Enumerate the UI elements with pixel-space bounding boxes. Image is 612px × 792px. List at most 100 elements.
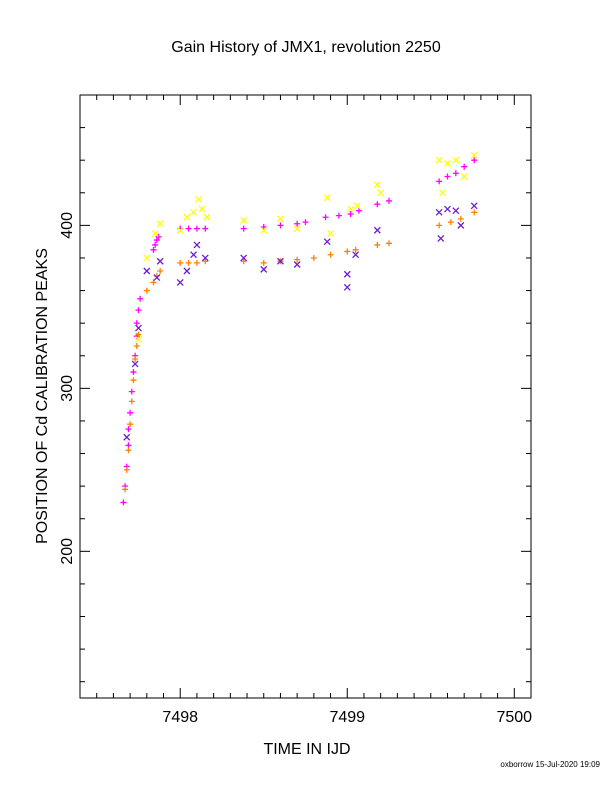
- data-point-series-4: [452, 207, 460, 215]
- data-point-series-4: [201, 254, 209, 262]
- data-point-series-3: [347, 205, 355, 213]
- data-point-series-2: [132, 356, 139, 363]
- data-point-series-3: [151, 230, 159, 237]
- data-point-series-2: [157, 268, 164, 275]
- data-point-series-3: [373, 181, 381, 189]
- data-point-series-2: [133, 342, 140, 349]
- data-point-series-4: [437, 234, 445, 242]
- data-point-series-4: [153, 274, 161, 281]
- data-point-series-4: [156, 257, 164, 265]
- data-point-series-4: [276, 257, 284, 265]
- data-point-series-2: [294, 256, 301, 263]
- data-point-series-1: [133, 320, 140, 327]
- data-point-series-2: [436, 222, 443, 229]
- data-point-series-3: [143, 254, 151, 262]
- data-point-series-3: [190, 208, 198, 216]
- data-point-series-3: [203, 213, 211, 221]
- data-point-series-4: [457, 221, 465, 229]
- data-point-series-2: [185, 259, 192, 266]
- credit-text: oxborrow 15-Jul-2020 19:09: [500, 760, 600, 769]
- x-tick-label: 7499: [329, 709, 365, 726]
- data-point-series-4: [131, 360, 139, 368]
- data-point-series-1: [202, 225, 209, 232]
- data-point-series-2: [135, 331, 142, 338]
- data-point-series-4: [343, 283, 351, 291]
- data-point-series-3: [195, 195, 203, 203]
- data-point-series-1: [260, 224, 267, 231]
- data-point-series-4: [240, 254, 248, 262]
- data-point-series-4: [183, 267, 191, 275]
- data-point-series-1: [125, 426, 132, 433]
- data-point-series-3: [276, 215, 284, 223]
- data-point-series-1: [128, 388, 135, 395]
- x-axis-label: TIME IN IJD: [263, 741, 350, 758]
- data-point-series-1: [461, 163, 468, 170]
- data-point-series-1: [240, 225, 247, 232]
- data-point-series-1: [374, 201, 381, 208]
- data-point-series-1: [153, 237, 160, 244]
- data-point-series-4: [190, 251, 198, 259]
- data-point-series-4: [470, 202, 478, 210]
- data-point-series-1: [452, 170, 459, 177]
- data-point-series-2: [240, 258, 247, 265]
- data-point-series-4: [193, 241, 201, 249]
- data-point-series-1: [386, 197, 393, 204]
- data-point-series-1: [135, 307, 142, 314]
- data-point-series-1: [335, 212, 342, 219]
- data-point-series-2: [386, 240, 393, 247]
- data-point-series-2: [310, 254, 317, 261]
- data-point-series-1: [444, 173, 451, 180]
- y-tick-label: 400: [59, 212, 76, 239]
- data-point-series-2: [352, 246, 359, 253]
- data-point-series-2: [128, 398, 135, 405]
- data-point-series-1: [185, 225, 192, 232]
- data-point-series-2: [125, 447, 132, 454]
- y-tick-label: 300: [59, 375, 76, 402]
- y-tick-label: 200: [59, 538, 76, 565]
- y-axis-label: POSITION OF Cd CALIBRATION PEAKS: [34, 248, 51, 544]
- data-point-series-3: [260, 226, 268, 234]
- data-point-series-2: [150, 279, 157, 286]
- data-point-series-2: [143, 287, 150, 294]
- data-point-series-4: [373, 226, 381, 234]
- data-point-series-3: [353, 202, 361, 210]
- data-point-series-1: [150, 246, 157, 253]
- data-point-series-2: [123, 466, 130, 473]
- data-point-series-1: [120, 499, 127, 506]
- data-point-series-4: [143, 267, 151, 275]
- data-point-series-3: [439, 189, 446, 197]
- data-marks: [120, 151, 478, 506]
- data-point-series-2: [447, 219, 454, 226]
- data-point-series-1: [127, 409, 134, 416]
- data-point-series-4: [123, 433, 131, 441]
- data-point-series-2: [127, 421, 134, 428]
- data-point-series-4: [444, 205, 451, 213]
- data-point-series-1: [347, 210, 354, 217]
- data-point-series-2: [122, 486, 129, 493]
- data-point-series-3: [293, 225, 301, 233]
- data-point-series-2: [327, 251, 334, 258]
- data-point-series-3: [240, 217, 248, 224]
- data-point-series-1: [193, 225, 200, 232]
- data-point-series-1: [137, 295, 144, 302]
- data-point-series-3: [444, 159, 451, 167]
- data-point-series-2: [344, 248, 351, 255]
- data-point-series-1: [436, 178, 443, 185]
- x-tick-label: 7500: [496, 709, 532, 726]
- chart-title: Gain History of JMX1, revolution 2250: [171, 39, 441, 56]
- data-point-series-4: [352, 251, 360, 259]
- data-point-series-2: [374, 241, 381, 248]
- data-point-series-3: [323, 194, 331, 202]
- data-point-series-4: [135, 324, 142, 332]
- data-point-series-2: [260, 259, 267, 266]
- data-point-series-3: [135, 335, 142, 343]
- data-point-series-3: [452, 156, 460, 164]
- data-point-series-3: [327, 230, 335, 237]
- data-point-series-3: [470, 151, 478, 159]
- data-point-series-3: [435, 156, 443, 164]
- data-point-series-4: [435, 208, 443, 216]
- data-point-series-3: [198, 205, 206, 213]
- data-point-series-3: [183, 213, 191, 221]
- data-point-series-4: [176, 278, 184, 286]
- data-point-series-2: [457, 215, 464, 222]
